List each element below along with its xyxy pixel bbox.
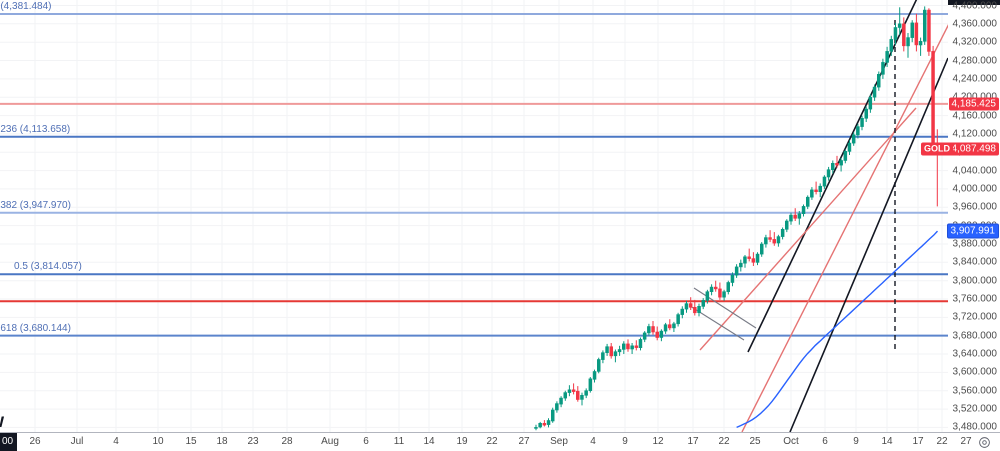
time-tick: Aug (321, 436, 339, 447)
time-tick: 10 (152, 436, 164, 447)
time-tick: 9 (622, 436, 628, 447)
time-tick: 17 (912, 436, 924, 447)
price-tick: 4,400.000 (952, 0, 998, 11)
candlestick-series[interactable] (0, 0, 948, 432)
tradingview-watermark: View (0, 411, 4, 433)
price-tick: 4,320.000 (952, 36, 998, 48)
last-price-badge[interactable]: 4,087.498 (948, 142, 999, 156)
time-tick: 18 (216, 436, 228, 447)
gear-icon[interactable] (978, 436, 991, 449)
time-axis[interactable]: 00 26 Jul 4 10 15 18 23 28 Aug 6 11 14 19 22 27 Sep 4 9 12… (0, 432, 1000, 451)
price-tick: 3,800.000 (952, 275, 998, 287)
price-tick: 3,600.000 (952, 366, 998, 378)
fib-level-label-0-236[interactable]: 0.236 (4,113.658) (0, 123, 71, 135)
time-tick: Sep (550, 436, 568, 447)
fib-level-label-0-618[interactable]: 0.618 (3,680.144) (0, 322, 71, 334)
symbol-badge[interactable]: GOLD (921, 142, 953, 156)
price-tick: 4,360.000 (952, 18, 998, 30)
fib-level-label-0-5[interactable]: 0.5 (3,814.057) (14, 261, 82, 273)
time-tick: 23 (247, 436, 259, 447)
time-tick: 15 (185, 436, 197, 447)
price-tick: 4,200.000 (953, 92, 998, 103)
time-tick: 4 (590, 436, 596, 447)
price-tick: 3,840.000 (952, 256, 998, 268)
time-tick: 6 (363, 436, 369, 447)
resistance-price-badge[interactable]: 4,185.425 (948, 97, 999, 111)
price-tick: 4,000.000 (952, 183, 998, 195)
price-tick: 3,480.000 (952, 421, 998, 433)
time-tick: 25 (749, 436, 761, 447)
price-tick: 3,560.000 (952, 385, 998, 397)
time-tick: 22 (718, 436, 730, 447)
time-tick: Jul (70, 436, 84, 447)
price-axis-cap (948, 0, 1000, 5)
price-tick: 4,160.000 (952, 110, 998, 122)
time-tick: 9 (853, 436, 859, 447)
time-tick: 6 (822, 436, 828, 447)
time-tick: 12 (652, 436, 664, 447)
chart-plot-area[interactable]: 0 (4,381.484) 0.236 (4,113.658) 0.382 (3,9… (0, 0, 948, 432)
price-tick: 4,040.000 (952, 165, 998, 177)
horizontal-price-lines (0, 13, 948, 337)
price-tick: 3,640.000 (952, 348, 998, 360)
time-tick: 19 (456, 436, 468, 447)
price-tick: 3,880.000 (952, 238, 998, 250)
price-tick: 3,760.000 (952, 293, 998, 305)
time-tick: 14 (423, 436, 435, 447)
time-tick: 27 (518, 436, 530, 447)
time-tick: 14 (881, 436, 893, 447)
moving-average-line (736, 230, 939, 429)
time-tick: Oct (783, 436, 799, 447)
price-tick: 4,240.000 (952, 73, 998, 85)
fib-level-label-0[interactable]: 0 (4,381.484) (0, 0, 52, 12)
price-tick: 4,120.000 (952, 128, 998, 140)
time-tick: 26 (29, 436, 41, 447)
price-tick: 3,520.000 (952, 403, 998, 415)
grid-layer (0, 0, 948, 432)
time-tick: 17 (687, 436, 699, 447)
ma-value-badge[interactable]: 3,907.991 (946, 223, 999, 239)
price-tick: 3,680.000 (952, 330, 998, 342)
time-tick: 11 (393, 436, 405, 447)
price-tick: 3,960.000 (952, 201, 998, 213)
price-tick: 3,720.000 (952, 311, 998, 323)
time-tick: 4 (113, 436, 119, 447)
fib-level-label-0-382[interactable]: 0.382 (3,947.970) (0, 199, 71, 211)
price-tick: 4,280.000 (952, 55, 998, 67)
time-tick: 22 (486, 436, 498, 447)
time-tick: 28 (281, 436, 293, 447)
time-tick: 27 (960, 436, 972, 447)
current-time-badge: 00 (0, 433, 18, 451)
price-axis[interactable]: 4,400.000 4,360.000 4,320.000 4,280.000 4,24… (921, 0, 1000, 433)
time-tick: 22 (936, 436, 948, 447)
